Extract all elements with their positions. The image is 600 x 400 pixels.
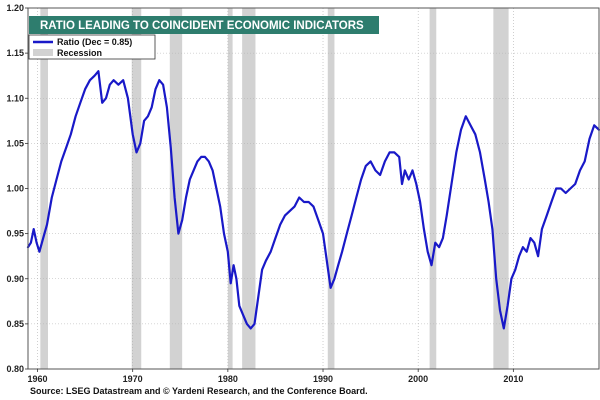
y-tick-label-1: 0.85 (6, 319, 24, 329)
x-tick-label-2: 1980 (218, 374, 238, 384)
recession-band-0 (40, 8, 48, 369)
series-lines (26, 70, 600, 330)
y-tick-label-4: 1.00 (6, 184, 24, 194)
legend-label-ratio: Ratio (Dec = 0.85) (57, 37, 132, 47)
legend-recession-swatch (33, 49, 53, 56)
y-tick-label-0: 0.80 (6, 364, 24, 374)
y-tick-label-3: 0.95 (6, 229, 24, 239)
series-line-ratio (26, 70, 600, 330)
x-tick-label-0: 1960 (28, 374, 48, 384)
y-tick-label-5: 1.05 (6, 138, 24, 148)
y-tick-label-7: 1.15 (6, 48, 24, 58)
y-tick-label-8: 1.20 (6, 3, 24, 13)
y-axis-ticks: 0.80 0.85 0.90 0.95 1.00 1.05 1.10 1.15 1.20 (6, 3, 28, 374)
x-tick-label-1: 1970 (123, 374, 143, 384)
title-banner (29, 16, 379, 34)
source-note: Source: LSEG Datastream and © Yardeni Re… (30, 386, 368, 396)
x-tick-label-3: 1990 (313, 374, 333, 384)
recession-band-3 (227, 8, 233, 369)
x-axis-ticks: 1960 1970 1980 1990 2000 2010 (28, 369, 523, 384)
recession-band-4 (242, 8, 256, 369)
x-tick-label-5: 2010 (503, 374, 523, 384)
x-tick-label-4: 2000 (408, 374, 428, 384)
y-tick-label-6: 1.10 (6, 93, 24, 103)
recession-band-6 (429, 8, 437, 369)
y-tick-label-2: 0.90 (6, 274, 24, 284)
legend-label-recession: Recession (57, 48, 102, 58)
gridlines (28, 7, 599, 370)
chart-title: RATIO LEADING TO COINCIDENT ECONOMIC IND… (40, 20, 364, 32)
